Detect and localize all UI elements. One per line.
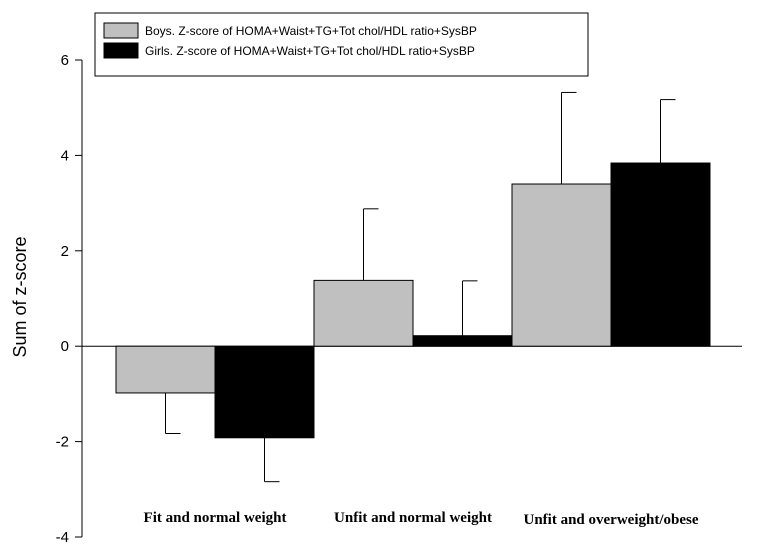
category-labels: Fit and normal weight Unfit and normal we…: [144, 510, 699, 528]
x-tick-label: Fit and normal weight: [144, 510, 287, 526]
bar-boys-2: [511, 183, 612, 347]
legend-label: Girls. Z-score of HOMA+Waist+TG+Tot chol…: [145, 44, 475, 58]
bar-boys-0: [115, 345, 216, 394]
bar-boys-1: [313, 279, 414, 347]
x-tick-label: Unfit and normal weight: [334, 510, 492, 526]
y-tick-label: 2: [61, 243, 69, 260]
y-tick-label: -4: [56, 529, 69, 544]
y-tick-label: 0: [61, 338, 69, 355]
legend: Boys. Z-score of HOMA+Waist+TG+Tot chol/…: [94, 12, 589, 77]
bars: [115, 162, 711, 439]
bar-girls-1: [412, 335, 513, 347]
legend-swatch: [103, 42, 139, 59]
legend-label: Boys. Z-score of HOMA+Waist+TG+Tot chol/…: [145, 24, 477, 38]
y-tick-label: -2: [56, 434, 69, 451]
legend-box: [94, 12, 589, 77]
y-tick-label: 6: [61, 52, 69, 69]
y-tick-label: 4: [61, 147, 69, 164]
x-tick-label: Unfit and overweight/obese: [524, 512, 699, 528]
bar-girls-0: [214, 345, 315, 439]
legend-swatch: [103, 22, 139, 39]
error-bars: [165, 91, 676, 483]
y-axis-label: Sum of z-score: [10, 236, 30, 357]
bar-girls-2: [610, 162, 711, 347]
